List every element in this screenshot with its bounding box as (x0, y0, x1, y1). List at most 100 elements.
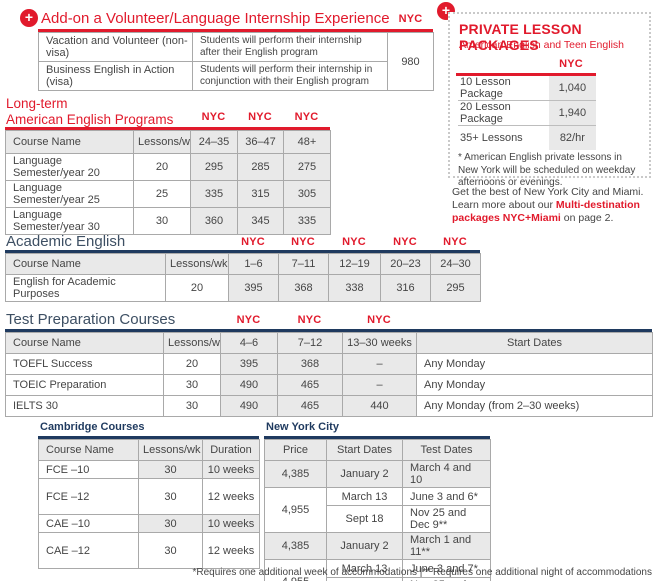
lessons-per-week: 30 (163, 395, 221, 417)
promo-highlight-link[interactable]: Multi-destination packages NYC+Miami (452, 199, 640, 224)
column-header: Lessons/wk (165, 253, 229, 275)
table-row: CAE –10 30 10 weeks (38, 514, 260, 533)
cambridge-city-title: New York City (266, 421, 339, 433)
lessons-per-week: 25 (133, 180, 191, 208)
longterm-title: Long-term American English Programs (6, 96, 173, 127)
duration: 10 weeks (202, 460, 260, 479)
multi-destination-promo: Get the best of New York City and Miami.… (452, 186, 654, 225)
test-date: Nov 25 and Dec 9** (402, 505, 491, 533)
test-date: June 3 and 6* (402, 487, 491, 506)
test-date: March 4 and 10 (402, 460, 491, 488)
price: 338 (328, 274, 381, 302)
private-packages-rule (456, 73, 596, 76)
table-row: FCE –12 30 12 weeks (38, 478, 260, 515)
academic-title: Academic English (6, 233, 126, 250)
table-row: Language Semester/year 25 25 335 315 305 (5, 180, 331, 208)
cambridge-rule-right (264, 436, 490, 439)
private-packages-city-header: NYC (559, 58, 583, 70)
package-price: 1,040 (548, 76, 596, 100)
duration: 12 weeks (202, 532, 260, 569)
price: 295 (430, 274, 481, 302)
testprep-rule (5, 329, 652, 332)
test-date: March 1 and 11** (402, 532, 491, 560)
column-header: Course Name (5, 130, 134, 154)
course-name: TOEIC Preparation (5, 374, 164, 396)
city-header: NYC (294, 111, 319, 123)
table-row: English for Academic Purposes 20 395 368… (5, 274, 481, 302)
start-dates: Any Monday (416, 353, 653, 375)
course-name: Language Semester/year 30 (5, 207, 134, 235)
table-row: CAE –12 30 12 weeks (38, 532, 260, 569)
package-label: 10 Lesson Package (460, 76, 511, 100)
city-header: NYC (241, 236, 265, 248)
list-item: 20 Lesson Package 1,940 (458, 100, 596, 125)
duration: 10 weeks (202, 514, 260, 533)
price: 4,385 (264, 460, 327, 488)
city-header: NYC (443, 236, 467, 248)
price: 440 (342, 395, 417, 417)
city-header: NYC (367, 314, 391, 326)
price: 465 (277, 395, 343, 417)
price: 345 (237, 207, 284, 235)
column-header: Start Dates (326, 439, 403, 461)
lessons-per-week: 30 (138, 478, 203, 515)
addon-course-desc: Students will perform their internship a… (192, 32, 388, 62)
list-item: 35+ Lessons 82/hr (458, 125, 596, 150)
longterm-title-line1: Long-term (6, 96, 68, 111)
private-packages-table: 10 Lesson Package 1,040 20 Lesson Packag… (458, 76, 596, 150)
table-row: Sept 18 Nov 25 and Dec 9** (265, 505, 491, 533)
table-row: Language Semester/year 30 30 360 345 335 (5, 207, 331, 235)
plus-icon: + (20, 9, 38, 27)
longterm-title-line2: American English Programs (6, 111, 174, 127)
column-header: Course Name (5, 332, 164, 354)
column-header: Test Dates (402, 439, 491, 461)
start-dates: Any Monday (416, 374, 653, 396)
table-header-row: Course Name Lessons/wk 1–6 7–11 12–19 20… (5, 253, 481, 275)
course-name: CAE –10 (38, 514, 139, 533)
column-header: 36–47 (237, 130, 284, 154)
table-row: TOEFL Success 20 395 368 – Any Monday (5, 353, 653, 375)
table-row: Sept 11 Nov 25 and Dec 2** (265, 577, 491, 581)
cambridge-title: Cambridge Courses (40, 421, 145, 433)
longterm-rule (5, 127, 330, 130)
addon-course-name: Business English in Action (visa) (38, 61, 193, 91)
column-header: 7–12 (277, 332, 343, 354)
price: 305 (283, 180, 331, 208)
price: 316 (380, 274, 431, 302)
addon-title: Add-on a Volunteer/Language Internship E… (41, 10, 390, 27)
course-name: English for Academic Purposes (5, 274, 166, 302)
addon-title-rule (38, 29, 433, 32)
course-name: IELTS 30 (5, 395, 164, 417)
addon-course-name: Vacation and Volunteer (non-visa) (38, 32, 193, 62)
private-packages-subtitle: American English and Teen English (459, 39, 624, 51)
table-header-row: Course Name Lessons/wk Duration (38, 439, 260, 461)
price: 465 (277, 374, 343, 396)
city-header: NYC (236, 314, 261, 326)
price: 335 (190, 180, 238, 208)
package-label: 35+ Lessons (460, 132, 523, 144)
cambridge-table-left: Course Name Lessons/wk Duration FCE –10 … (38, 439, 260, 569)
lessons-per-week: 30 (138, 532, 203, 569)
lessons-per-week: 30 (138, 460, 203, 479)
course-name: Language Semester/year 20 (5, 153, 134, 181)
cambridge-rule-left (38, 436, 259, 439)
academic-table: Course Name Lessons/wk 1–6 7–11 12–19 20… (5, 253, 481, 302)
column-header: Lessons/wk (138, 439, 203, 461)
package-price: 1,940 (548, 101, 596, 125)
table-row: 4,955 March 13 June 3 and 7* (264, 559, 491, 581)
column-header: Lessons/wk (163, 332, 221, 354)
table-header-row: Course Name Lessons/wk 24–35 36–47 48+ (5, 130, 331, 154)
column-header: 24–35 (190, 130, 238, 154)
price: 275 (283, 153, 331, 181)
table-row: Language Semester/year 20 20 295 285 275 (5, 153, 331, 181)
price: 490 (220, 374, 278, 396)
list-item: 10 Lesson Package 1,040 (458, 76, 596, 100)
column-header: Price (264, 439, 327, 461)
course-name: FCE –12 (38, 478, 139, 515)
footer-note: *Requires one additional week of accommo… (192, 567, 652, 578)
course-name: Language Semester/year 25 (5, 180, 134, 208)
table-header-row: Course Name Lessons/wk 4–6 7–12 13–30 we… (5, 332, 653, 354)
column-header: 7–11 (278, 253, 329, 275)
price: 4,955 (264, 487, 327, 533)
